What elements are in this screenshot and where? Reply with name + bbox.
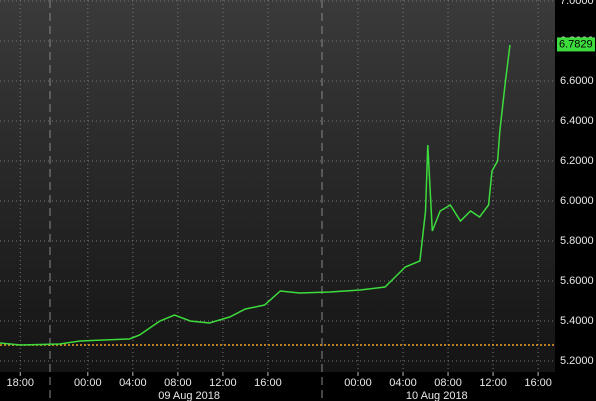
x-tick-label: 16:00 <box>524 377 552 389</box>
y-tick-label: 5.6000 <box>560 275 594 287</box>
last-value-label: 6.7829 <box>559 38 593 50</box>
x-tick-label: 04:00 <box>389 377 417 389</box>
x-tick-label: 08:00 <box>434 377 462 389</box>
y-tick-label: 5.8000 <box>560 235 594 247</box>
x-tick-label: 00:00 <box>344 377 372 389</box>
y-tick-label: 6.4000 <box>560 115 594 127</box>
y-tick-label: 7.0000 <box>560 0 594 7</box>
plot-area <box>0 0 555 372</box>
x-tick-label: 18:00 <box>6 377 34 389</box>
x-tick-label: 04:00 <box>119 377 147 389</box>
y-tick-label: 6.0000 <box>560 195 594 207</box>
y-tick-label: 5.4000 <box>560 315 594 327</box>
last-value-box <box>557 37 595 52</box>
y-tick-label: 6.6000 <box>560 75 594 87</box>
date-label: 09 Aug 2018 <box>158 390 220 401</box>
x-tick-label: 12:00 <box>479 377 507 389</box>
x-tick-label: 12:00 <box>209 377 237 389</box>
x-tick-label: 08:00 <box>164 377 192 389</box>
y-tick-label: 6.2000 <box>560 155 594 167</box>
x-tick-label: 16:00 <box>254 377 282 389</box>
price-line <box>0 44 511 346</box>
date-label: 10 Aug 2018 <box>406 390 468 401</box>
x-tick-label: 00:00 <box>74 377 102 389</box>
y-tick-label: 5.2000 <box>560 355 594 367</box>
